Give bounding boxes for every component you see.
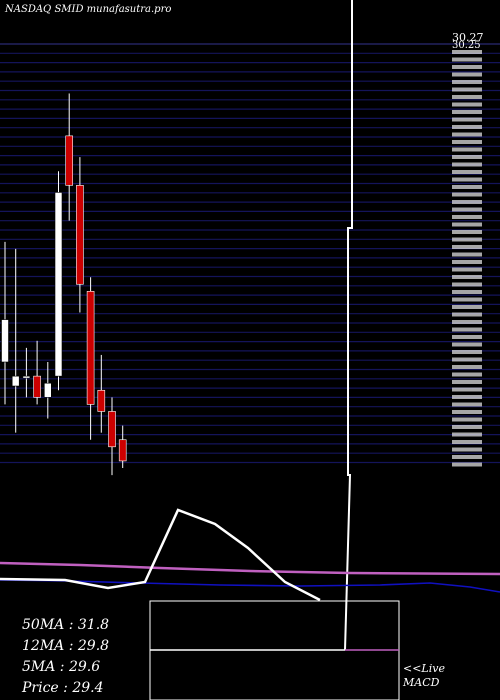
price-axis-tick — [452, 87, 482, 92]
candle-body — [108, 411, 116, 448]
price-axis-tick — [452, 387, 482, 392]
chart-title: NASDAQ SMID munafasutra.pro — [5, 4, 172, 15]
price-axis-tick — [452, 342, 482, 347]
price-axis-tick — [452, 320, 482, 324]
price-axis-tick — [452, 200, 482, 204]
price-axis-tick — [452, 290, 482, 294]
price-axis-tick — [452, 462, 482, 467]
price-axis-tick — [452, 140, 482, 144]
price-axis-tick — [452, 395, 482, 399]
candle-body — [54, 192, 63, 377]
price-axis-label: 30.25 — [452, 40, 481, 51]
ma5-readout: 5MA : 29.6 — [22, 659, 101, 675]
price-axis-label: 30.27 — [452, 31, 484, 44]
price-axis-tick — [452, 402, 482, 407]
candle-body — [22, 375, 31, 379]
price-axis-tick — [452, 282, 482, 287]
price-axis-tick — [452, 155, 482, 159]
price-axis-tick — [452, 417, 482, 422]
candle-body — [97, 389, 106, 412]
candle-body — [65, 135, 73, 186]
price-axis-tick — [452, 260, 482, 264]
price-axis-tick — [452, 185, 482, 189]
price-axis-tick — [452, 440, 482, 444]
price-axis-tick — [452, 95, 482, 99]
price-axis-tick — [452, 132, 482, 137]
price-axis-tick — [452, 57, 482, 62]
price-axis-tick — [452, 237, 482, 242]
candle-body — [118, 439, 127, 462]
ma50-line — [0, 561, 500, 576]
ma50-readout: 50MA : 31.8 — [22, 617, 110, 633]
price-axis-tick — [452, 147, 482, 152]
price-axis-tick — [452, 455, 482, 459]
price-axis-tick — [452, 102, 482, 107]
price-axis-tick — [452, 125, 482, 129]
price-readout: Price : 29.4 — [22, 680, 104, 696]
candle-body — [86, 291, 95, 405]
price-axis-tick — [452, 305, 482, 309]
price-axis-tick — [452, 177, 482, 182]
price-axis-tick — [452, 207, 482, 212]
price-axis-tick — [452, 297, 482, 302]
price-axis-tick — [452, 312, 482, 317]
price-axis-tick — [452, 380, 482, 384]
price-axis-tick — [452, 267, 482, 272]
price-axis-tick — [452, 230, 482, 234]
price-axis-tick — [452, 72, 482, 77]
price-axis-tick — [452, 65, 482, 69]
price-axis-tick — [452, 357, 482, 362]
price-axis-tick — [452, 252, 482, 257]
price-axis-tick — [452, 192, 482, 197]
price-axis-tick — [452, 245, 482, 249]
price-axis-tick — [452, 432, 482, 437]
price-axis-tick — [452, 117, 482, 122]
price-axis-tick — [452, 372, 482, 377]
ma12-readout: 12MA : 29.8 — [22, 638, 110, 654]
price-axis-tick — [452, 80, 482, 84]
live-link[interactable]: <<Live — [403, 662, 445, 675]
candles-layer — [1, 93, 127, 476]
grid-layer — [0, 43, 500, 464]
candle-body — [76, 185, 84, 285]
price-spike-line — [344, 0, 353, 651]
price-axis-tick — [452, 275, 482, 279]
price-axis-tick — [452, 222, 482, 227]
price-axis-tick — [452, 110, 482, 114]
ma12-line — [0, 579, 500, 593]
price-axis-tick — [452, 162, 482, 167]
candle-body — [1, 319, 9, 363]
price-axis-tick — [452, 410, 482, 414]
price-axis-tick — [452, 327, 482, 332]
candle-body — [11, 375, 20, 387]
price-axis-tick — [452, 425, 482, 429]
price-axis-tick — [452, 365, 482, 369]
price-axis-tick — [452, 350, 482, 354]
macd-link[interactable]: MACD — [403, 676, 440, 689]
candle-body — [43, 382, 52, 398]
price-axis-tick — [452, 50, 482, 54]
candle-body — [33, 375, 41, 398]
price-axis-tick — [452, 215, 482, 219]
price-axis-tick — [452, 335, 482, 339]
macd-line — [0, 508, 321, 602]
price-axis-tick — [452, 447, 482, 452]
price-axis-tick — [452, 170, 482, 174]
